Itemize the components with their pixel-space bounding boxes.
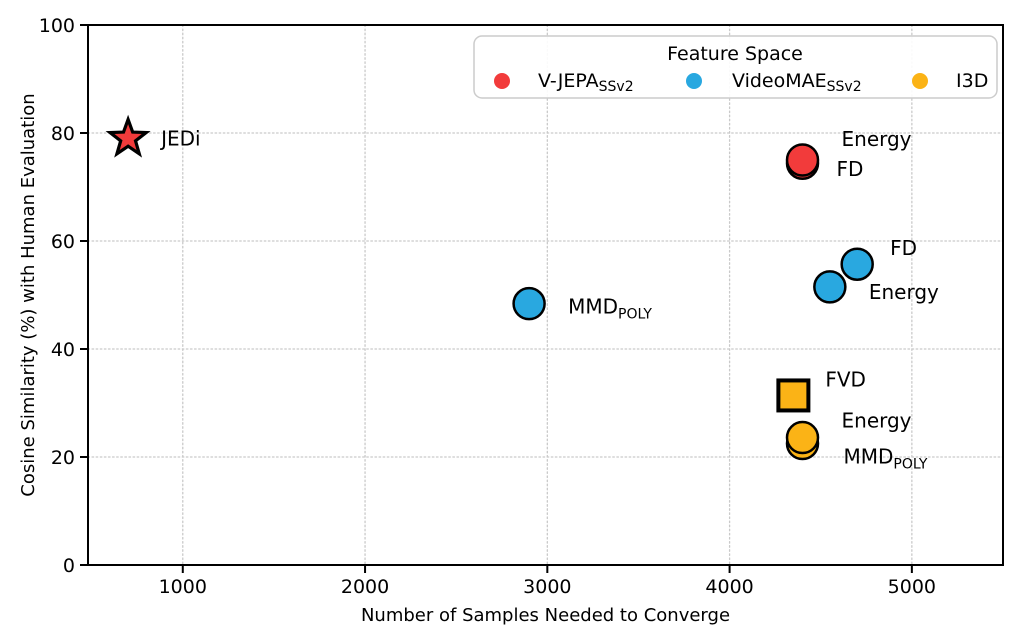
legend-box: [473, 35, 998, 99]
annotation-videomae-mmd-poly: MMDPOLY: [568, 295, 652, 323]
y-tick-label: 60: [51, 231, 75, 253]
axis-ticks: 1000 2000 3000 4000 5000 0 20 40 60 80 100: [39, 15, 936, 598]
y-tick-label: 40: [51, 339, 75, 361]
annotation-vjepa-energy: Energy: [842, 127, 912, 151]
y-tick-label: 80: [51, 123, 75, 145]
annotation-i3d-mmd-poly: MMDPOLY: [844, 445, 928, 473]
y-tick-label: 0: [63, 555, 75, 577]
x-tick-label: 5000: [888, 576, 936, 598]
y-tick-label: 20: [51, 447, 75, 469]
legend-entry-i3d: I3D: [912, 70, 988, 92]
gridlines: [87, 24, 1004, 566]
axes-border: [87, 24, 1004, 566]
annotation-i3d-fvd: FVD: [825, 367, 866, 391]
marker-i3d-fvd: [776, 378, 811, 413]
marker-vjepa-energy: [785, 143, 820, 177]
marker-videomae-energy: [813, 270, 847, 304]
annotation-jedi: JEDi: [159, 126, 201, 150]
y-tick-label: 100: [39, 15, 75, 37]
marker-videomae-fd: [840, 247, 874, 281]
x-tick-label: 3000: [523, 576, 571, 598]
x-tick-label: 4000: [705, 576, 753, 598]
legend-marker-i3d: [912, 73, 928, 89]
y-axis-label: Cosine Similarity (%) with Human Evaluat…: [18, 93, 39, 496]
legend-marker-videomae: [686, 73, 702, 89]
legend-entry-videomae: VideoMAESSv2: [686, 70, 862, 95]
x-tick-label: 1000: [159, 576, 207, 598]
annotation-videomae-energy: Energy: [869, 280, 939, 304]
annotation-i3d-energy: Energy: [842, 409, 912, 433]
legend-label-i3d: I3D: [956, 70, 988, 92]
legend: Feature Space V-JEPASSv2 VideoMAESSv2 I3D: [473, 35, 998, 99]
legend-label-v-jepa: V-JEPASSv2: [538, 70, 634, 95]
marker-i3d-energy: [785, 420, 820, 455]
legend-title: Feature Space: [667, 43, 803, 65]
data-points: [105, 114, 874, 461]
legend-entry-v-jepa: V-JEPASSv2: [494, 70, 634, 95]
marker-videomae-mmd-poly: [512, 286, 546, 321]
x-tick-label: 2000: [341, 576, 389, 598]
legend-label-videomae: VideoMAESSv2: [732, 70, 862, 95]
annotation-videomae-fd: FD: [890, 236, 917, 260]
annotations: JEDi FD Energy FD Energy MMDPOLY FVD MMDPOLY Ene…: [159, 126, 939, 472]
legend-marker-v-jepa: [494, 73, 510, 89]
annotation-vjepa-fd: FD: [837, 157, 864, 181]
x-axis-label: Number of Samples Needed to Converge: [361, 605, 730, 626]
marker-jedi: [105, 114, 151, 158]
